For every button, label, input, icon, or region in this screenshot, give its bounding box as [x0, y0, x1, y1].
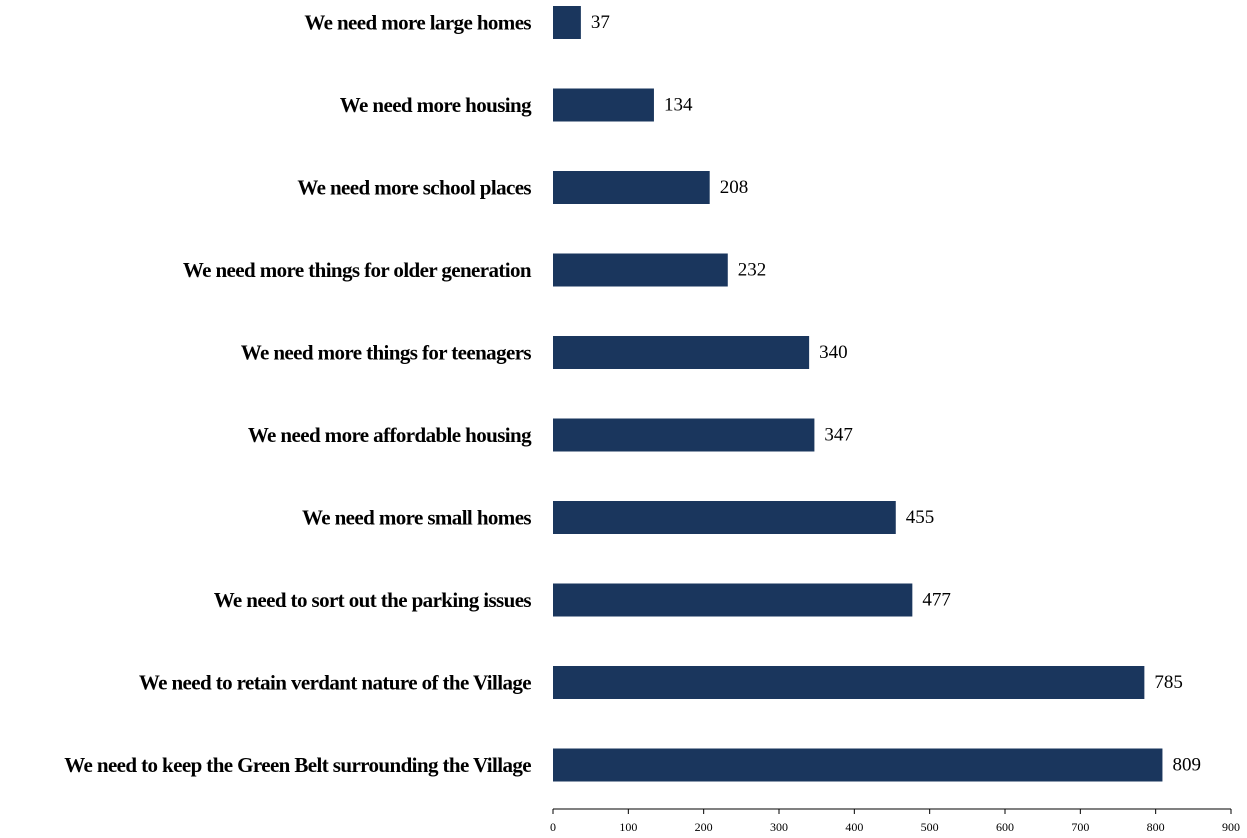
bar	[553, 418, 815, 452]
x-tick-label: 100	[619, 820, 637, 834]
x-tick-label: 0	[550, 820, 556, 834]
x-tick-label: 300	[770, 820, 788, 834]
data-label: 134	[664, 95, 693, 116]
category-label: We need more affordable housing	[248, 423, 532, 447]
data-label: 809	[1172, 755, 1201, 776]
category-label: We need more things for older generation	[183, 258, 532, 282]
bar	[553, 171, 710, 204]
x-tick-label: 500	[921, 820, 939, 834]
category-labels: We need more large homes We need more hou…	[64, 11, 532, 778]
bar	[553, 748, 1163, 782]
bars-layer	[553, 6, 1163, 782]
category-label: We need to retain verdant nature of the …	[139, 671, 531, 695]
x-tick-label: 900	[1222, 820, 1240, 834]
x-tick-label: 700	[1071, 820, 1089, 834]
category-label: We need more housing	[340, 93, 532, 117]
bar	[553, 88, 654, 122]
data-labels: 37 134 208 232 340 347 455 477 785 809	[591, 12, 1201, 776]
category-label: We need more small homes	[302, 506, 531, 530]
category-label: We need more large homes	[304, 11, 531, 35]
data-label: 455	[906, 507, 935, 528]
x-tick-label: 800	[1147, 820, 1165, 834]
bar	[553, 253, 728, 287]
category-label: We need to keep the Green Belt surroundi…	[64, 753, 531, 777]
x-axis: 0 100 200 300 400 500 600 700 800 900	[550, 808, 1240, 834]
data-label: 785	[1154, 672, 1183, 693]
bar	[553, 583, 913, 617]
category-label: We need to sort out the parking issues	[214, 588, 532, 612]
data-label: 37	[591, 12, 610, 33]
bar	[553, 666, 1145, 699]
bar	[553, 6, 581, 39]
x-tick-label: 200	[695, 820, 713, 834]
data-label: 477	[922, 590, 951, 611]
category-label: We need more things for teenagers	[241, 341, 532, 365]
x-tick-label: 600	[996, 820, 1014, 834]
data-label: 340	[819, 342, 848, 363]
x-tick-label: 400	[845, 820, 863, 834]
data-label: 208	[720, 177, 749, 198]
category-label: We need more school places	[297, 176, 531, 200]
data-label: 232	[738, 260, 767, 281]
data-label: 347	[824, 425, 853, 446]
bar	[553, 336, 810, 369]
bar	[553, 501, 896, 534]
